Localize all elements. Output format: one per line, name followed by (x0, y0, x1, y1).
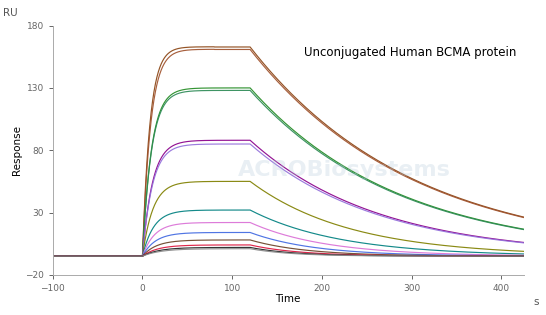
Text: RU: RU (3, 8, 18, 18)
Text: s: s (533, 297, 538, 307)
Text: Unconjugated Human BCMA protein: Unconjugated Human BCMA protein (304, 46, 517, 59)
Y-axis label: Response: Response (12, 125, 22, 175)
Text: ACROBiosystems: ACROBiosystems (238, 160, 451, 180)
X-axis label: Time: Time (276, 294, 301, 304)
